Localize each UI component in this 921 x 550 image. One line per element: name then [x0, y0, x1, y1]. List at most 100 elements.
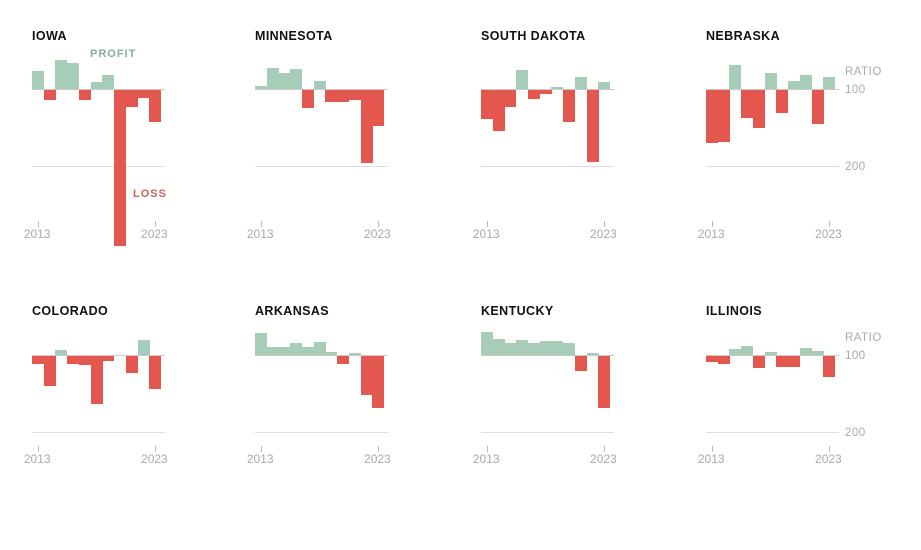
bar-2015: [504, 342, 517, 355]
bar-2020: [114, 90, 127, 247]
bar-2015: [55, 349, 68, 355]
bar-2015: [729, 348, 742, 356]
bar-2014: [266, 347, 279, 355]
chart-cell-minnesota: MINNESOTA 2013 2023: [243, 20, 463, 282]
chart-cell-kentucky: KENTUCKY 2013 2023: [469, 295, 689, 550]
bar-2022: [137, 340, 150, 355]
axis-label-start: 2013: [697, 227, 725, 241]
bar-2015: [278, 347, 291, 355]
gridline-200-line: [481, 432, 614, 433]
axis-tick-end: [604, 221, 605, 227]
axis-tick-end: [829, 221, 830, 227]
axis-tick-end: [378, 446, 379, 452]
baseline-100-line: [706, 89, 839, 90]
bar-2021: [125, 90, 138, 107]
bar-2019: [776, 90, 789, 114]
ratio-axis-title: RATIO: [845, 66, 882, 78]
bar-2014: [492, 338, 505, 356]
bar-2022: [811, 351, 824, 356]
axis-label-end: 2023: [141, 452, 168, 466]
gridline-200-line: [32, 432, 165, 433]
bar-2018: [313, 81, 326, 89]
bar-2019: [551, 86, 564, 89]
chart-title: ILLINOIS: [706, 304, 762, 318]
bar-2013: [481, 331, 494, 355]
chart-title: MINNESOTA: [255, 29, 333, 43]
chart-title: IOWA: [32, 29, 67, 43]
axis-label-end: 2023: [815, 452, 842, 466]
axis-tick-end: [378, 221, 379, 227]
bar-2022: [586, 90, 599, 163]
bar-2016: [290, 68, 303, 89]
bar-2021: [348, 352, 361, 355]
bar-2021: [799, 75, 812, 90]
bar-2014: [717, 90, 730, 142]
chart-cell-iowa: IOWA 2013 2023 PROFIT LOSS: [20, 20, 240, 282]
bar-2021: [348, 90, 361, 100]
bar-2018: [764, 72, 777, 90]
bar-2020: [337, 90, 350, 103]
bar-2013: [706, 356, 719, 363]
bar-2017: [527, 90, 540, 100]
gridline-200-line: [32, 166, 165, 167]
bar-2016: [516, 340, 529, 355]
axis-tick-start: [260, 221, 262, 227]
bar-2013: [706, 90, 719, 144]
chart-title: KENTUCKY: [481, 304, 554, 318]
bar-2019: [551, 341, 564, 356]
bar-2023: [372, 356, 385, 409]
bar-2013: [32, 356, 45, 364]
ratio-100-label: 100: [845, 84, 866, 96]
bar-2023: [823, 356, 836, 377]
chart-title: ARKANSAS: [255, 304, 330, 318]
bar-2017: [301, 347, 314, 355]
baseline-100-line: [255, 355, 388, 356]
bar-2017: [78, 90, 91, 100]
gridline-200-line: [255, 432, 388, 433]
axis-label-start: 2013: [697, 452, 725, 466]
bar-2021: [799, 348, 812, 355]
bar-2019: [776, 356, 789, 367]
ratio-axis-title: RATIO: [845, 332, 882, 344]
bar-2015: [55, 59, 68, 90]
ratio-200-label: 200: [845, 161, 866, 173]
axis-label-end: 2023: [590, 227, 617, 241]
axis-tick-start: [486, 221, 488, 227]
bar-2018: [90, 82, 103, 89]
bar-2018: [313, 341, 326, 355]
bar-2020: [563, 342, 576, 355]
axis-tick-start: [37, 221, 39, 227]
bar-2022: [137, 90, 150, 98]
bar-2019: [325, 90, 338, 103]
chart-title: NEBRASKA: [706, 29, 781, 43]
bar-2023: [823, 76, 836, 89]
axis-label-start: 2013: [23, 227, 51, 241]
axis-label-end: 2023: [364, 452, 391, 466]
chart-cell-colorado: COLORADO 2013 2023: [20, 295, 240, 550]
axis-label-end: 2023: [815, 227, 842, 241]
bar-2022: [811, 90, 824, 124]
chart-cell-illinois: ILLINOIS 2013 2023 RATIO 100 200: [694, 295, 914, 550]
bar-2023: [149, 356, 162, 390]
bar-2019: [102, 356, 115, 362]
bar-2018: [539, 341, 552, 356]
bar-2017: [752, 90, 765, 128]
baseline-100-line: [32, 355, 165, 356]
plot-area: 2013 2023: [247, 295, 391, 550]
baseline-100-line: [706, 355, 839, 356]
bar-2020: [563, 90, 576, 123]
axis-tick-start: [260, 446, 262, 452]
bar-2016: [741, 90, 754, 118]
chart-cell-nebraska: NEBRASKA 2013 2023 RATIO 100 200: [694, 20, 914, 282]
bar-2022: [586, 352, 599, 355]
chart-cell-south-dakota: SOUTH DAKOTA 2013 2023: [469, 20, 689, 282]
bar-2014: [492, 90, 505, 131]
bar-2014: [266, 68, 279, 89]
ratio-200-label: 200: [845, 427, 866, 439]
bar-2013: [255, 332, 268, 355]
bar-2015: [278, 72, 291, 90]
axis-tick-start: [486, 446, 488, 452]
axis-label-end: 2023: [141, 227, 168, 241]
plot-area: 2013 2023: [247, 20, 391, 280]
